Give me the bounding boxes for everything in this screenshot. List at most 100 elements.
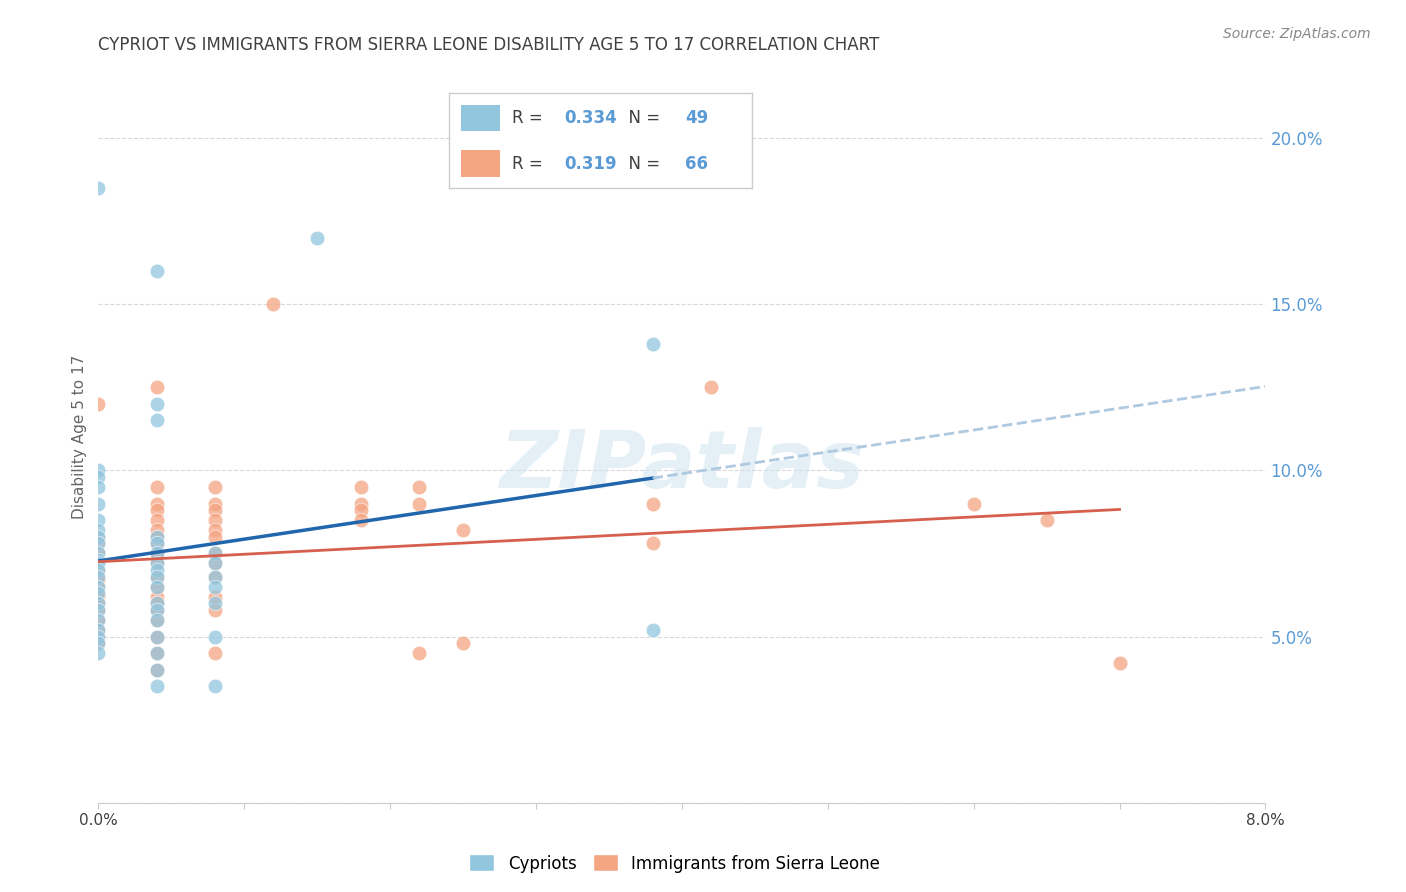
- Point: [146, 646, 169, 660]
- Point: [146, 557, 169, 571]
- Point: [146, 646, 169, 660]
- Point: [204, 497, 226, 511]
- Point: [204, 546, 226, 560]
- Point: [87, 557, 110, 571]
- Point: [451, 636, 474, 650]
- Point: [204, 530, 226, 544]
- Point: [146, 580, 169, 594]
- Point: [87, 573, 110, 587]
- Point: [146, 680, 169, 694]
- Point: [641, 536, 664, 550]
- Point: [204, 570, 226, 584]
- Point: [87, 596, 110, 610]
- Point: [87, 463, 110, 477]
- Point: [87, 546, 110, 560]
- Point: [350, 503, 373, 517]
- Point: [87, 603, 110, 617]
- Point: [87, 397, 110, 411]
- Point: [204, 570, 226, 584]
- Point: [641, 497, 664, 511]
- Point: [204, 603, 226, 617]
- Point: [87, 603, 110, 617]
- Point: [204, 513, 226, 527]
- Point: [350, 497, 373, 511]
- Point: [962, 497, 984, 511]
- Point: [307, 230, 329, 244]
- Point: [87, 530, 110, 544]
- Point: [87, 470, 110, 484]
- Point: [146, 546, 169, 560]
- Point: [641, 337, 664, 351]
- Text: ZIPatlas: ZIPatlas: [499, 427, 865, 506]
- Point: [87, 557, 110, 571]
- Point: [87, 580, 110, 594]
- Point: [87, 530, 110, 544]
- Point: [146, 590, 169, 604]
- Point: [87, 497, 110, 511]
- Point: [146, 613, 169, 627]
- Point: [87, 536, 110, 550]
- Point: [641, 623, 664, 637]
- Point: [146, 536, 169, 550]
- Point: [204, 557, 226, 571]
- Point: [700, 380, 723, 394]
- Point: [146, 480, 169, 494]
- Point: [87, 636, 110, 650]
- Point: [204, 630, 226, 644]
- Point: [87, 636, 110, 650]
- Point: [87, 553, 110, 567]
- Point: [87, 536, 110, 550]
- Point: [146, 530, 169, 544]
- Point: [146, 413, 169, 427]
- Point: [146, 596, 169, 610]
- Text: CYPRIOT VS IMMIGRANTS FROM SIERRA LEONE DISABILITY AGE 5 TO 17 CORRELATION CHART: CYPRIOT VS IMMIGRANTS FROM SIERRA LEONE …: [98, 36, 880, 54]
- Point: [87, 513, 110, 527]
- Point: [87, 553, 110, 567]
- Point: [87, 480, 110, 494]
- Point: [87, 586, 110, 600]
- Point: [204, 646, 226, 660]
- Point: [146, 663, 169, 677]
- Point: [146, 570, 169, 584]
- Point: [146, 513, 169, 527]
- Point: [87, 596, 110, 610]
- Point: [146, 580, 169, 594]
- Point: [451, 523, 474, 537]
- Point: [146, 397, 169, 411]
- Point: [87, 580, 110, 594]
- Point: [204, 680, 226, 694]
- Point: [408, 480, 430, 494]
- Point: [146, 380, 169, 394]
- Point: [146, 503, 169, 517]
- Point: [87, 646, 110, 660]
- Point: [146, 630, 169, 644]
- Point: [146, 557, 169, 571]
- Point: [204, 503, 226, 517]
- Point: [146, 563, 169, 577]
- Legend: Cypriots, Immigrants from Sierra Leone: Cypriots, Immigrants from Sierra Leone: [463, 847, 887, 880]
- Text: Source: ZipAtlas.com: Source: ZipAtlas.com: [1223, 27, 1371, 41]
- Point: [408, 497, 430, 511]
- Point: [87, 180, 110, 194]
- Point: [146, 603, 169, 617]
- Point: [146, 603, 169, 617]
- Point: [87, 613, 110, 627]
- Point: [262, 297, 284, 311]
- Point: [87, 563, 110, 577]
- Point: [204, 480, 226, 494]
- Point: [146, 663, 169, 677]
- Point: [146, 570, 169, 584]
- Point: [408, 646, 430, 660]
- Point: [350, 480, 373, 494]
- Point: [87, 630, 110, 644]
- Point: [350, 513, 373, 527]
- Point: [146, 630, 169, 644]
- Point: [87, 546, 110, 560]
- Point: [87, 613, 110, 627]
- Point: [146, 530, 169, 544]
- Point: [146, 264, 169, 278]
- Point: [87, 623, 110, 637]
- Point: [87, 586, 110, 600]
- Point: [87, 570, 110, 584]
- Point: [87, 630, 110, 644]
